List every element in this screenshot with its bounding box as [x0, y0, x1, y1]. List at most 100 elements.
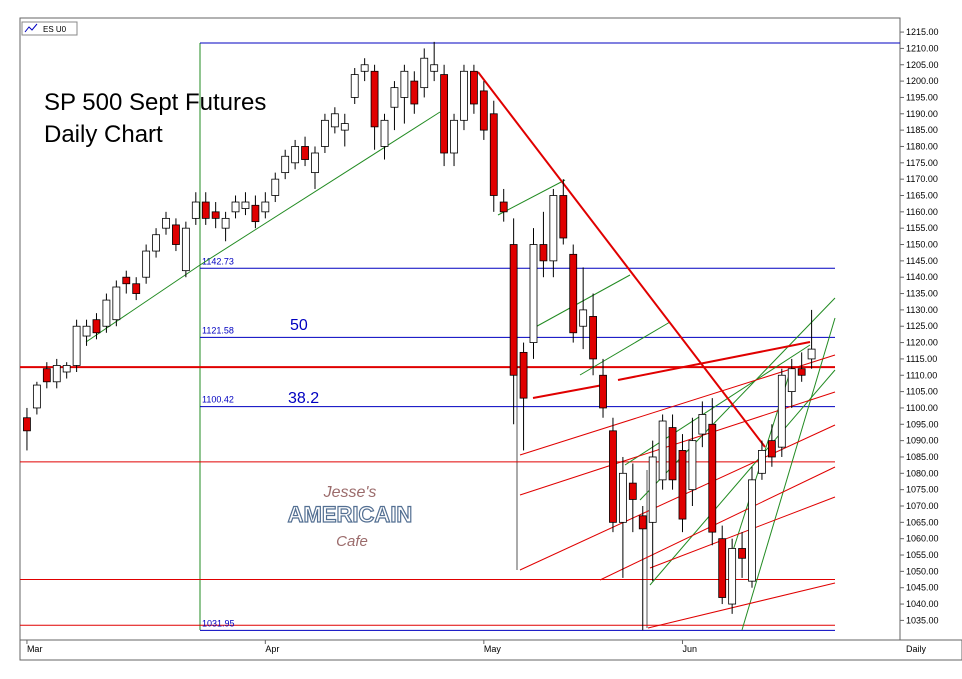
logo-text: Jesse's	[323, 484, 377, 501]
retracement-label: 38.2	[288, 390, 319, 407]
candle-body	[738, 548, 746, 559]
trendline	[617, 341, 811, 381]
candle-body	[201, 201, 210, 219]
candles	[23, 41, 816, 631]
candle-body	[777, 374, 786, 448]
y-tick-label: 1170.00	[906, 174, 938, 184]
trendline	[519, 354, 836, 456]
candle-body	[579, 309, 588, 327]
candle-body	[648, 456, 657, 523]
symbol-icon	[24, 23, 38, 33]
fib-label: 1100.42	[202, 395, 234, 405]
candle-body	[807, 348, 816, 360]
candle-body	[430, 64, 439, 72]
candle-body	[261, 201, 270, 213]
title: SP 500 Sept Futures	[44, 89, 266, 116]
y-tick-label: 1065.00	[906, 517, 939, 527]
candle-body	[628, 482, 637, 500]
candle-body	[311, 152, 319, 174]
candle-body	[420, 57, 429, 89]
y-tick-label: 1150.00	[906, 240, 938, 250]
candle-body	[271, 178, 280, 196]
candle-body	[62, 365, 71, 373]
candle-body	[748, 479, 756, 582]
y-tick-label: 1130.00	[906, 305, 938, 315]
candle-body	[489, 113, 498, 196]
trendline	[624, 344, 811, 466]
x-tick-label: May	[484, 644, 502, 654]
candle-body	[251, 204, 260, 223]
candle-body	[132, 283, 141, 294]
candle-body	[191, 201, 200, 219]
y-tick-label: 1040.00	[906, 599, 939, 609]
candle-body	[32, 384, 41, 409]
candle-body	[340, 123, 349, 131]
y-tick-label: 1070.00	[906, 501, 939, 511]
candle-body	[658, 420, 667, 481]
candle-body	[787, 368, 796, 392]
y-tick-label: 1195.00	[906, 92, 938, 102]
candle-body	[221, 217, 230, 229]
candle-body	[42, 368, 51, 383]
candle-body	[241, 201, 250, 209]
candle-body	[569, 253, 578, 334]
candle-body	[102, 299, 111, 327]
candle-body	[589, 316, 597, 360]
candle-body	[758, 450, 766, 474]
candle-body	[668, 427, 677, 481]
y-tick-label: 1180.00	[906, 141, 938, 151]
y-tick-label: 1215.00	[906, 27, 939, 37]
y-tick-label: 1100.00	[906, 403, 938, 413]
candle-body	[519, 351, 528, 399]
candle-body	[23, 417, 31, 432]
symbol-box: ES U0	[21, 21, 78, 36]
y-tick-label: 1095.00	[906, 419, 939, 429]
y-tick-label: 1060.00	[906, 534, 939, 544]
y-tick-label: 1050.00	[906, 566, 939, 576]
candle-body	[767, 440, 776, 458]
candle-body	[529, 244, 538, 343]
trendline	[532, 384, 604, 399]
candle-body	[400, 70, 409, 98]
y-tick-label: 1075.00	[906, 485, 939, 495]
y-tick-label: 1110.00	[906, 370, 937, 380]
trendline	[599, 466, 836, 581]
candle-body	[321, 119, 329, 147]
y-tick-label: 1115.00	[906, 354, 937, 364]
y-tick-label: 1165.00	[906, 190, 938, 200]
trendline	[85, 264, 201, 343]
trendline	[477, 71, 766, 448]
y-tick-label: 1055.00	[906, 550, 939, 560]
candle-body	[92, 319, 101, 334]
candle-body	[211, 211, 220, 219]
candle-body	[122, 276, 131, 285]
logo-text: AMERICAIN	[288, 502, 413, 527]
candle-body	[410, 80, 419, 105]
candle-body	[291, 146, 300, 164]
trendline	[741, 317, 836, 631]
trendline	[649, 369, 836, 586]
y-tick-label: 1080.00	[906, 468, 939, 478]
candle-body	[638, 515, 647, 530]
logo: Jesse's AMERICAIN Cafe	[287, 484, 413, 550]
trendline	[579, 321, 671, 376]
candle-body	[112, 286, 121, 321]
candle-body	[678, 450, 687, 520]
y-tick-label: 1125.00	[906, 321, 938, 331]
candle-body	[181, 227, 190, 272]
period-label: Daily	[906, 644, 927, 654]
candle-body	[82, 325, 91, 337]
y-tick-label: 1210.00	[906, 43, 939, 53]
candle-body	[52, 365, 61, 383]
candle-body	[718, 538, 727, 598]
y-tick-label: 1185.00	[906, 125, 938, 135]
time-axis	[19, 639, 962, 661]
candle-body	[390, 87, 399, 108]
trendline	[529, 274, 631, 331]
candle-body	[380, 119, 389, 147]
y-tick-label: 1205.00	[906, 60, 939, 70]
candle-body	[499, 201, 508, 213]
y-tick-label: 1135.00	[906, 289, 938, 299]
candle-body	[797, 368, 806, 376]
